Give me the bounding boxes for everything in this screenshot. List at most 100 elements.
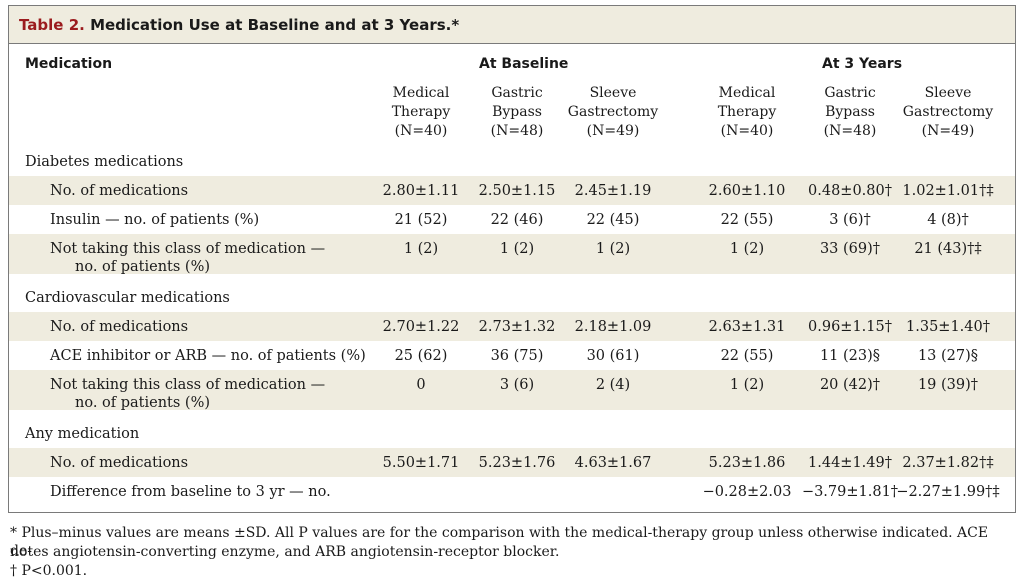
row-label-line: no. of patients (%) <box>75 259 211 275</box>
row-label-line: No. of medications <box>50 455 189 471</box>
column-header-line: Medical <box>392 85 450 101</box>
table-cell: 2.80±1.11 <box>382 183 460 199</box>
table-cell: 3 (6)† <box>829 212 871 228</box>
table-cell: 1.02±1.01†‡ <box>902 183 994 199</box>
row-label-line: no. of patients (%) <box>75 395 211 411</box>
table-cell: 22 (45) <box>586 212 640 228</box>
row-label: Difference from baseline to 3 yr — no. <box>50 483 331 501</box>
column-header-line: Bypass <box>825 104 875 120</box>
row-label: No. of medications <box>50 318 188 336</box>
table-cell: 2.60±1.10 <box>708 183 786 199</box>
column-header: Gastric Bypass (N=48) <box>824 84 877 141</box>
row-label-line: No. of medications <box>50 319 189 335</box>
column-header-line: (N=49) <box>921 123 975 139</box>
table-cell: 22 (55) <box>720 212 774 228</box>
table-cell: 2.37±1.82†‡ <box>902 455 994 471</box>
column-header-line: Gastrectomy <box>902 104 994 120</box>
column-header: Medical Therapy (N=40) <box>718 84 777 141</box>
table-row: Cardiovascular medications <box>9 283 1015 312</box>
header-at-3-years: At 3 Years <box>822 56 903 72</box>
table-title: Table 2. Medication Use at Baseline and … <box>9 6 1015 44</box>
row-label: Insulin — no. of patients (%) <box>50 211 259 229</box>
table-cell: 0.48±0.80† <box>808 183 892 199</box>
table-cell: 20 (42)† <box>819 377 881 393</box>
table-cell: 5.23±1.76 <box>478 455 556 471</box>
row-label: ACE inhibitor or ARB — no. of patients (… <box>50 347 366 365</box>
table-cell: 21 (52) <box>394 212 448 228</box>
column-header-line: Medical <box>718 85 776 101</box>
column-header: Sleeve Gastrectomy (N=49) <box>903 84 993 141</box>
row-label: Not taking this class of medication — no.… <box>50 240 325 276</box>
table-cell: −3.79±1.81† <box>801 484 899 500</box>
table-label: Table 2. <box>19 16 85 34</box>
table-cell: 2.63±1.31 <box>708 319 786 335</box>
table-cell: 2.50±1.15 <box>478 183 556 199</box>
table-cell: 2.45±1.19 <box>574 183 652 199</box>
table-cell: 2.18±1.09 <box>574 319 652 335</box>
footnote-1: * Plus–minus values are means ±SD. All P… <box>10 525 989 559</box>
table-cell: 1 (2) <box>729 377 765 393</box>
table-row: Insulin — no. of patients (%) 21 (52) 22 (… <box>9 205 1015 234</box>
row-label-line: Insulin — no. of patients (%) <box>50 212 260 228</box>
row-label: No. of medications <box>50 182 188 200</box>
table-cell: 36 (75) <box>490 348 544 364</box>
table-cell: −2.27±1.99†‡ <box>896 484 1000 500</box>
row-label: Any medication <box>25 425 139 443</box>
column-header-line: (N=49) <box>586 123 640 139</box>
header-at-baseline: At Baseline <box>479 56 569 72</box>
table-cell: 1 (2) <box>729 241 765 257</box>
column-header-line: Gastric <box>491 85 543 101</box>
table-cell: 22 (46) <box>490 212 544 228</box>
table-cell: 5.23±1.86 <box>708 455 786 471</box>
footnote-3: † P<0.001. <box>10 563 88 579</box>
row-label-line: Diabetes medications <box>25 154 184 170</box>
row-label: No. of medications <box>50 454 188 472</box>
table-cell: 19 (39)† <box>917 377 979 393</box>
table-cell: 21 (43)†‡ <box>914 241 982 257</box>
table-row: Any medication <box>9 419 1015 448</box>
column-header: Medical Therapy (N=40) <box>392 84 451 141</box>
table-cell: 30 (61) <box>586 348 640 364</box>
column-header-line: Sleeve <box>924 85 972 101</box>
table-row: No. of medications 2.80±1.11 2.50±1.15 2.45… <box>9 176 1015 205</box>
table-row: No. of medications 5.50±1.71 5.23±1.76 4.63… <box>9 448 1015 477</box>
row-label-line: ACE inhibitor or ARB — no. of patients (… <box>50 348 366 364</box>
column-header-line: (N=40) <box>394 123 448 139</box>
table-cell: 4.63±1.67 <box>574 455 652 471</box>
row-label: Cardiovascular medications <box>25 289 230 307</box>
table-cell: −0.28±2.03 <box>702 484 792 500</box>
table-cell: 1 (2) <box>403 241 439 257</box>
table-title-text: Medication Use at Baseline and at 3 Year… <box>84 16 460 34</box>
table-cell: 22 (55) <box>720 348 774 364</box>
table-cell: 1.35±1.40† <box>906 319 990 335</box>
column-header-line: Gastrectomy <box>567 104 659 120</box>
row-label: Not taking this class of medication — no.… <box>50 376 325 412</box>
table-row: Not taking this class of medication — no.… <box>9 234 1015 276</box>
column-header-line: (N=48) <box>823 123 877 139</box>
table-row: Diabetes medications <box>9 147 1015 176</box>
column-header-line: (N=48) <box>490 123 544 139</box>
row-label-line: No. of medications <box>50 183 189 199</box>
table-cell: 3 (6) <box>499 377 535 393</box>
footnote-2: notes angiotensin-converting enzyme, and… <box>10 544 560 560</box>
table-cell: 33 (69)† <box>819 241 881 257</box>
row-label-line: Cardiovascular medications <box>25 290 230 306</box>
table-cell: 1.44±1.49† <box>808 455 892 471</box>
table-cell: 1 (2) <box>499 241 535 257</box>
header-medication: Medication <box>25 56 113 72</box>
row-label-line: Not taking this class of medication — <box>50 241 326 257</box>
row-label-line: Difference from baseline to 3 yr — no. <box>50 484 331 500</box>
table-cell: 11 (23)§ <box>819 348 881 364</box>
table-cell: 0.96±1.15† <box>808 319 892 335</box>
table-cell: 25 (62) <box>394 348 448 364</box>
table-row: No. of medications 2.70±1.22 2.73±1.32 2.18… <box>9 312 1015 341</box>
table-cell: 2.73±1.32 <box>478 319 556 335</box>
column-header: Sleeve Gastrectomy (N=49) <box>568 84 658 141</box>
table-row: ACE inhibitor or ARB — no. of patients (… <box>9 341 1015 370</box>
column-header-line: Therapy <box>717 104 777 120</box>
table-cell: 2 (4) <box>595 377 631 393</box>
column-header-line: (N=40) <box>720 123 774 139</box>
column-header-line: Bypass <box>492 104 542 120</box>
row-label-line: Not taking this class of medication — <box>50 377 326 393</box>
table-frame: Table 2. Medication Use at Baseline and … <box>8 5 1016 513</box>
